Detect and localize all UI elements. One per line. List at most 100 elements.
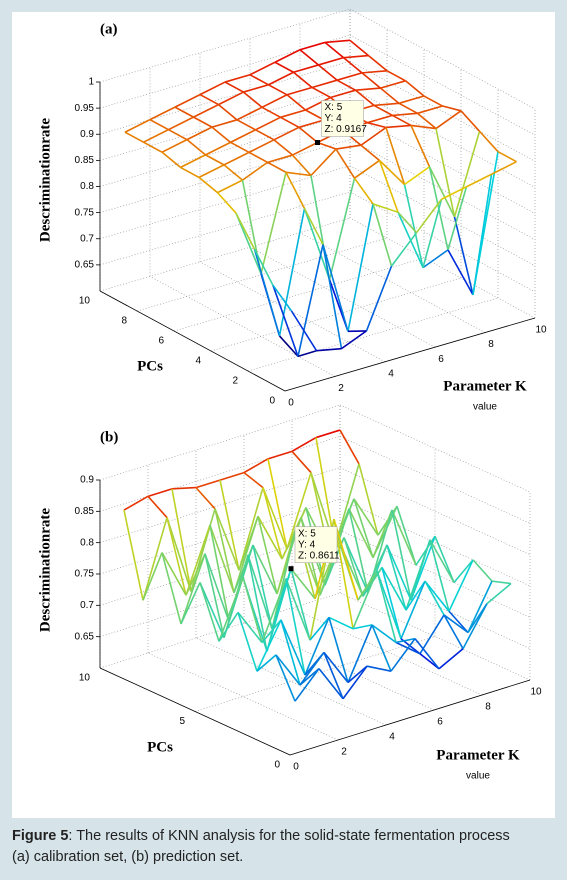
mesh-edge (281, 517, 302, 560)
mesh-edge (385, 127, 406, 185)
mesh-edge (348, 508, 369, 593)
mesh-edge (386, 544, 407, 611)
mesh-edge (347, 203, 374, 332)
mesh-edge (218, 577, 244, 642)
mesh-edge (352, 624, 373, 630)
mesh-edge (299, 668, 320, 686)
mesh-edge (386, 544, 412, 601)
grid-line (349, 165, 536, 267)
mesh-edge (286, 472, 312, 550)
z-tick-label: 0.65 (75, 631, 95, 642)
mesh-edge (343, 537, 369, 593)
mesh-edge (378, 160, 399, 213)
mesh-edge (335, 144, 362, 150)
mesh-edge (209, 524, 230, 622)
mesh-edge (360, 144, 381, 162)
mesh-edge (124, 131, 144, 143)
mesh-edge (294, 668, 320, 702)
mesh-edge (324, 39, 351, 44)
grid-line (349, 8, 536, 110)
mesh-edge (249, 74, 269, 86)
mesh-edge (391, 509, 417, 566)
datatip-box (321, 100, 364, 137)
datatip-text: Z: 0.8611 (298, 550, 340, 561)
x-tick-label: 10 (535, 325, 547, 336)
mesh-edge (361, 70, 388, 74)
mesh-edge (381, 567, 402, 640)
mesh-edge (299, 49, 320, 66)
mesh-edge (253, 248, 281, 337)
grid-line (195, 637, 387, 726)
mesh-edge (272, 285, 299, 357)
mesh-edge (373, 102, 400, 107)
mesh-edge (205, 154, 225, 166)
mesh-edge (299, 651, 325, 686)
z-tick-label: 0.9 (80, 129, 94, 140)
mesh-edge (255, 129, 275, 141)
z-tick-label: 0.9 (80, 475, 94, 486)
mesh-edge (466, 173, 492, 188)
mesh-edge (435, 110, 462, 130)
mesh-edge (280, 619, 301, 686)
mesh-edge (142, 552, 163, 601)
mesh-edge (390, 638, 416, 672)
x-axis-label: Parameter K (443, 378, 527, 394)
mesh-edge (298, 126, 319, 144)
mesh-edge (298, 119, 325, 129)
mesh-edge (249, 61, 276, 76)
mesh-edge (242, 577, 263, 643)
mesh-edge (248, 139, 275, 154)
mesh-edge (386, 70, 406, 82)
grid-line (339, 561, 531, 649)
mesh-edge (497, 150, 517, 163)
mesh-edge (219, 471, 245, 481)
mesh-edge (365, 265, 393, 332)
mesh-edge (166, 517, 187, 596)
x-axis (289, 679, 531, 756)
mesh-edge (292, 71, 313, 89)
mesh-edge (266, 578, 287, 652)
z-tick-label: 0.8 (80, 537, 94, 548)
mesh-edge (405, 539, 431, 611)
mesh-edge (443, 614, 464, 650)
mesh-edge (223, 151, 250, 166)
mesh-edge (403, 184, 424, 268)
mesh-edge (392, 112, 418, 117)
mesh-edge (367, 54, 388, 72)
mesh-edge (292, 141, 318, 156)
mesh-edge (180, 582, 201, 625)
mesh-edge (275, 654, 296, 702)
mesh-edge (315, 429, 341, 439)
mesh-edge (290, 310, 318, 352)
mesh-edge (180, 166, 200, 179)
mesh-edge (491, 160, 517, 175)
mesh-edge (317, 141, 337, 150)
mesh-edge (257, 516, 278, 595)
mesh-edge (429, 539, 455, 583)
mesh-edge (180, 553, 206, 625)
mesh-edge (400, 580, 426, 640)
mesh-edge (366, 665, 392, 672)
mesh-edge (261, 106, 281, 119)
grid-line (243, 622, 435, 711)
mesh-edge (193, 103, 219, 118)
grid-line (339, 498, 531, 587)
grid-line (249, 246, 436, 348)
mesh-edge (460, 110, 481, 132)
mesh-edge (404, 166, 430, 186)
mesh-edge (404, 80, 425, 97)
mesh-edge (424, 580, 450, 612)
x-tick-label: 8 (488, 339, 494, 350)
mesh-edge (285, 578, 306, 676)
mesh-edge (230, 129, 256, 144)
mesh-edge (217, 179, 243, 194)
mesh-edge (237, 612, 258, 672)
mesh-edge (398, 95, 425, 105)
mesh-edge (267, 161, 287, 174)
mesh-edge (328, 178, 356, 280)
mesh-edge (486, 582, 512, 605)
mesh-edge (218, 611, 239, 642)
mesh-edge (415, 198, 443, 234)
mesh-edge (342, 665, 368, 700)
x-tick-label: 6 (437, 717, 443, 728)
